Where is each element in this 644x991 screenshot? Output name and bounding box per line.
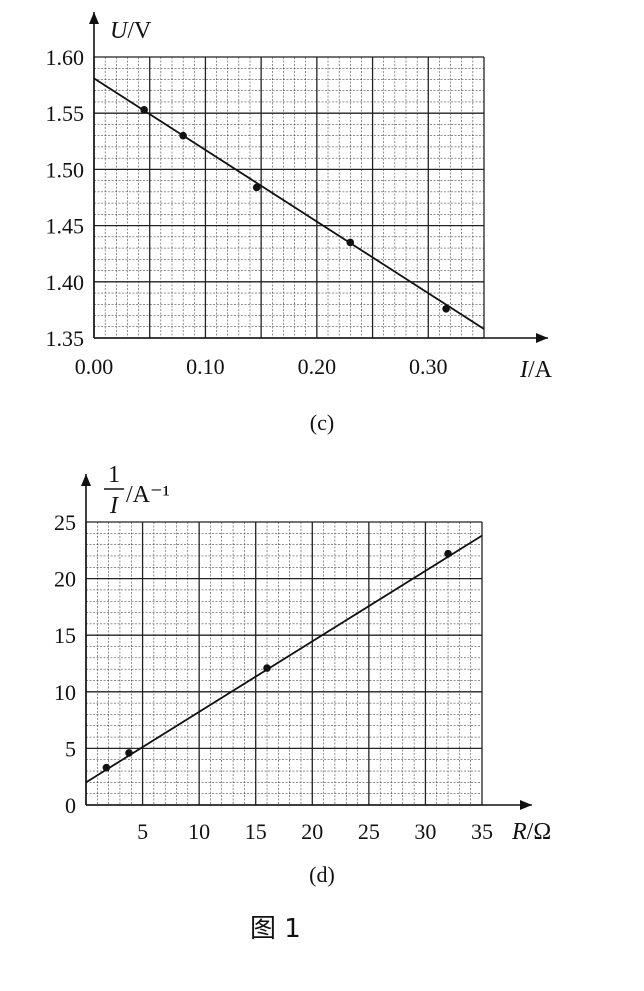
data-point xyxy=(263,664,271,672)
y-tick-label: 5 xyxy=(65,736,76,761)
grid xyxy=(85,521,483,806)
figure-title: 图 1 xyxy=(250,914,301,944)
data-point xyxy=(444,549,452,558)
x-tick-label: 35 xyxy=(471,819,493,844)
y-tick-label: 1.55 xyxy=(46,101,85,126)
grid xyxy=(93,56,485,339)
x-tick-label: 10 xyxy=(188,819,210,844)
x-axis-arrow xyxy=(536,333,548,343)
fit-line xyxy=(93,77,485,330)
y-tick-label: 1.40 xyxy=(46,270,85,295)
y-tick-label: 1.50 xyxy=(46,157,85,182)
x-axis-arrow xyxy=(520,800,532,810)
data-point xyxy=(179,131,187,140)
y-axis-arrow xyxy=(89,12,99,24)
chart-c: 0.00 0.10 0.20 0.30 1.35 1.40 1.45 1.50 1.55 1.60… xyxy=(46,12,553,383)
x-tick-label: 0.10 xyxy=(186,354,225,379)
y-label-denominator: I xyxy=(109,493,119,519)
y-tick-label: 15 xyxy=(54,623,76,648)
y-tick-label: 1.35 xyxy=(46,326,85,351)
x-tick-label: 15 xyxy=(245,819,267,844)
caption-c: (c) xyxy=(309,410,335,435)
y-axis-arrow xyxy=(81,474,91,486)
data-point xyxy=(252,183,261,192)
data-point xyxy=(442,304,450,313)
data-point xyxy=(346,238,355,247)
x-tick-label: 0.20 xyxy=(298,354,337,379)
x-tick-label: 5 xyxy=(137,819,148,844)
y-tick-label: 25 xyxy=(54,510,76,535)
data-point xyxy=(102,763,111,772)
chart-d: 5 10 15 20 25 30 35 0 5 10 15 20 25 R/Ω 1 I/A⁻¹ xyxy=(54,462,551,845)
x-tick-label: 0.30 xyxy=(409,354,448,379)
y-label-unit: /A⁻¹ xyxy=(126,482,170,508)
x-axis-label: I/A xyxy=(519,357,553,383)
y-tick-label: 1.45 xyxy=(46,214,85,239)
y-axis-label: U/V xyxy=(110,18,152,44)
y-label-numerator: 1 xyxy=(108,462,120,488)
caption-d: (d) xyxy=(309,862,335,887)
data-point xyxy=(140,106,148,114)
x-tick-label: 0.00 xyxy=(75,354,114,379)
y-tick-label: 10 xyxy=(54,680,76,705)
x-tick-label: 30 xyxy=(414,819,436,844)
y-tick-label: 0 xyxy=(65,793,76,818)
x-axis-label: R/Ω xyxy=(511,819,551,845)
x-tick-label: 25 xyxy=(358,819,380,844)
x-tick-label: 20 xyxy=(301,819,323,844)
data-point xyxy=(125,749,133,757)
fit-line xyxy=(85,534,483,784)
y-tick-label: 1.60 xyxy=(46,45,85,70)
y-tick-label: 20 xyxy=(54,567,76,592)
